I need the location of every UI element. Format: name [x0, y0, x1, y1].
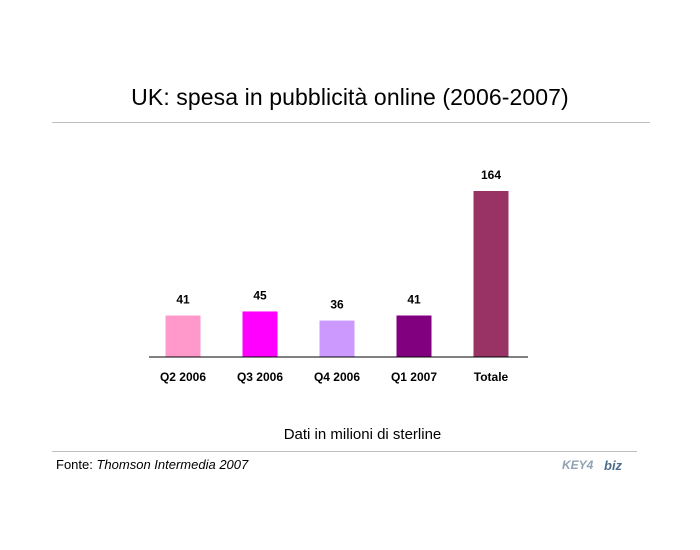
value-label: 41 [176, 293, 190, 307]
title-divider [52, 122, 650, 123]
svg-text:biz: biz [604, 458, 623, 473]
bar-totale [473, 191, 509, 357]
footer-divider [52, 451, 637, 452]
bar-q4-2006 [319, 320, 355, 357]
source-note: Fonte: Thomson Intermedia 2007 [56, 457, 248, 472]
value-label: 36 [330, 298, 344, 312]
chart-title: UK: spesa in pubblicità online (2006-200… [131, 84, 569, 110]
chart-caption: Dati in milioni di sterline [283, 426, 442, 443]
value-label: 164 [481, 168, 501, 182]
category-label: Q4 2006 [314, 370, 360, 384]
bar-q2-2006 [165, 315, 201, 357]
source-label: Fonte: [56, 457, 93, 472]
bar-q1-2007 [396, 315, 432, 357]
svg-text:KEY4: KEY4 [562, 458, 594, 472]
category-label: Q2 2006 [160, 370, 206, 384]
key4biz-logo: KEY4 biz [562, 458, 623, 473]
category-label: Q3 2006 [237, 370, 283, 384]
bar-q3-2006 [242, 311, 278, 357]
category-label: Q1 2007 [391, 370, 437, 384]
category-label: Totale [474, 370, 509, 384]
source-name: Thomson Intermedia 2007 [96, 457, 249, 472]
value-label: 41 [407, 293, 421, 307]
value-label: 45 [253, 288, 267, 302]
